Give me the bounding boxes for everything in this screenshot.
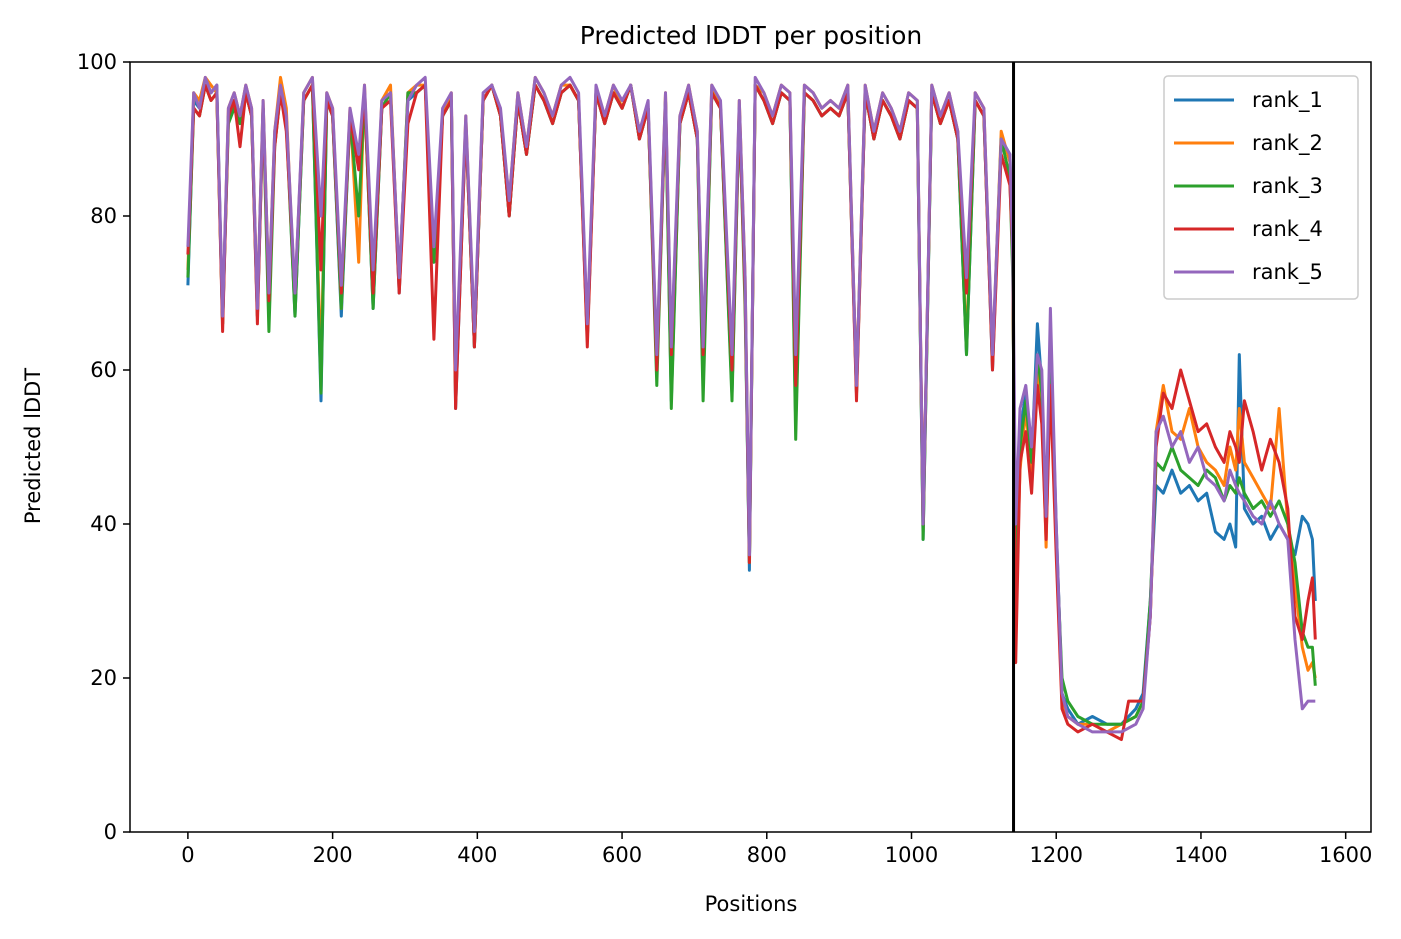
x-tick-label: 1600 [1319, 843, 1372, 867]
legend-label-rank-2: rank_2 [1252, 131, 1323, 156]
legend: rank_1 rank_2 rank_3 rank_4 rank_5 [1163, 75, 1359, 300]
x-tick-label: 0 [181, 843, 194, 867]
legend-box [1163, 75, 1359, 300]
series-layer [186, 75, 1317, 742]
x-tick-label: 800 [747, 843, 787, 867]
series-line-rank-5 [186, 75, 1316, 734]
x-tick-label: 1200 [1030, 843, 1083, 867]
plot-area [129, 61, 1372, 833]
y-tick-label: 60 [90, 358, 117, 382]
y-tick-label: 20 [90, 666, 117, 690]
x-tick-label: 600 [602, 843, 642, 867]
legend-label-rank-4: rank_4 [1252, 217, 1323, 242]
plot-frame [129, 61, 1372, 833]
legend-label-rank-3: rank_3 [1252, 174, 1323, 199]
y-tick-label: 100 [77, 50, 117, 74]
y-tick-label: 40 [90, 512, 117, 536]
x-tick-label: 1000 [885, 843, 938, 867]
x-tick-label: 1400 [1174, 843, 1227, 867]
y-tick-label: 0 [104, 820, 117, 844]
x-axis-label: Positions [705, 892, 798, 916]
y-tick-label: 80 [90, 204, 117, 228]
chart-title: Predicted lDDT per position [580, 21, 922, 50]
legend-label-rank-1: rank_1 [1252, 88, 1323, 113]
legend-label-rank-5: rank_5 [1252, 260, 1323, 285]
x-tick-label: 200 [313, 843, 353, 867]
x-tick-label: 400 [457, 843, 497, 867]
x-axis-ticks: 0 200 400 600 800 1000 1200 1400 1600 [181, 832, 1372, 867]
y-axis-ticks: 0 20 40 60 80 100 [77, 50, 130, 844]
y-axis-label: Predicted lDDT [21, 368, 45, 524]
